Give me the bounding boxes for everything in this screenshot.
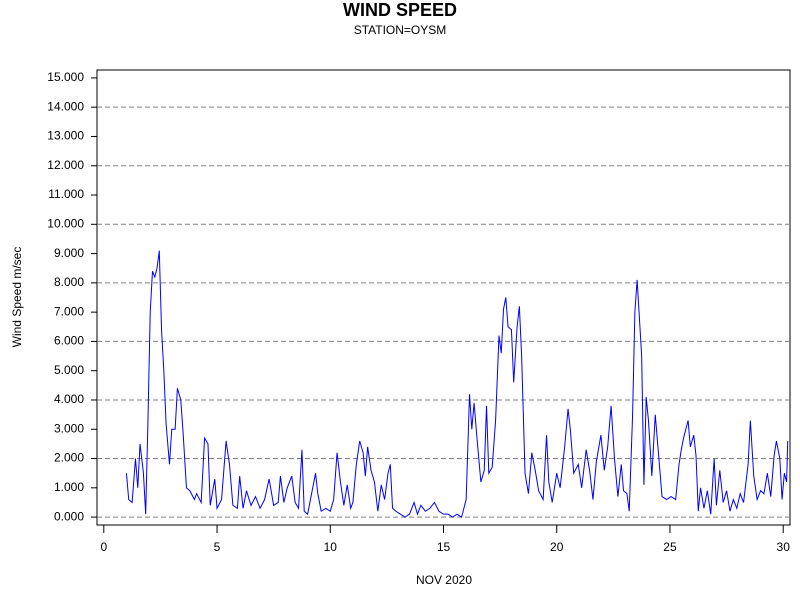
y-tick-label: 6.000 xyxy=(54,334,84,348)
y-tick-label: 5.000 xyxy=(54,363,84,377)
y-tick-label: 3.000 xyxy=(54,421,84,435)
y-tick-label: 10.000 xyxy=(47,216,84,230)
y-tick-label: 7.000 xyxy=(54,304,84,318)
x-tick-label: 25 xyxy=(663,540,677,554)
y-tick-label: 13.000 xyxy=(47,129,84,143)
chart-subtitle: STATION=OYSM xyxy=(354,23,447,37)
x-tick-label: 20 xyxy=(550,540,564,554)
y-tick-label: 0.000 xyxy=(54,509,84,523)
x-tick-label: 5 xyxy=(214,540,221,554)
plot-frame xyxy=(96,69,791,526)
chart-title: WIND SPEED xyxy=(343,0,457,20)
y-tick-label: 11.000 xyxy=(48,187,84,201)
data-line xyxy=(125,250,789,518)
y-tick-label: 2.000 xyxy=(54,451,84,465)
y-tick-label: 15.000 xyxy=(47,70,84,84)
x-tick-label: 15 xyxy=(437,540,451,554)
y-tick-label: 12.000 xyxy=(47,158,84,172)
y-axis-label: Wind Speed m/sec xyxy=(10,247,24,348)
x-tick-label: 10 xyxy=(324,540,338,554)
x-tick-label: 30 xyxy=(777,540,791,554)
x-axis-label: NOV 2020 xyxy=(416,573,472,587)
y-tick-label: 9.000 xyxy=(54,246,84,260)
x-tick-label: 0 xyxy=(100,540,107,554)
y-tick-label: 4.000 xyxy=(54,392,84,406)
y-tick-label: 8.000 xyxy=(54,275,84,289)
y-tick-label: 1.000 xyxy=(54,480,84,494)
y-tick-label: 14.000 xyxy=(47,99,84,113)
